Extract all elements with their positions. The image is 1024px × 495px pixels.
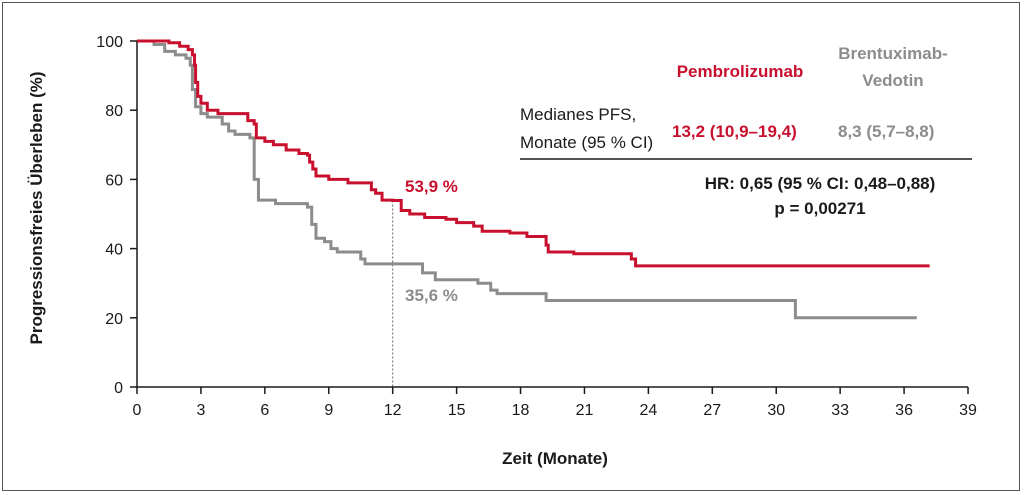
y-tick-label: 20 [105,311,123,328]
annotation-pembro-53-9: 53,9 % [405,177,458,196]
x-tick-label: 39 [959,402,977,419]
legend-pembro-median-value: 13,2 (10,9–19,4) [672,122,797,141]
x-tick-label: 21 [576,402,594,419]
annotation-brentux-35-6: 35,6 % [405,286,458,305]
legend-brentux-median-value: 8,3 (5,7–8,8) [838,122,934,141]
x-tick-label: 27 [703,402,721,419]
x-tick-label: 30 [767,402,785,419]
x-tick-label: 18 [512,402,530,419]
y-axis-title: Progressionsfreies Überleben (%) [27,71,46,344]
legend-pembrolizumab-title: Pembrolizumab [677,62,804,81]
x-tick-label: 33 [831,402,849,419]
legend-brentuximab-title-line2: Vedotin [862,71,923,90]
p-value-text: p = 0,00271 [774,199,865,218]
y-tick-label: 80 [105,103,123,120]
x-tick-label: 15 [448,402,466,419]
series-line-pembrolizumab [137,39,930,268]
x-axis-title: Zeit (Monate) [502,449,608,468]
x-tick-label: 36 [895,402,913,419]
legend-brentuximab-title-line1: Brentuximab- [838,44,948,63]
x-tick-label: 3 [196,402,205,419]
y-tick-label: 100 [96,34,123,51]
y-tick-label: 0 [114,380,123,397]
legend-row-label-line2: Monate (95 % CI) [520,133,653,152]
y-tick-label: 40 [105,242,123,259]
x-tick-label: 24 [639,402,657,419]
x-tick-label: 12 [384,402,402,419]
x-tick-label: 9 [324,402,333,419]
x-tick-label: 6 [260,402,269,419]
x-tick-label: 0 [133,402,142,419]
y-tick-label: 60 [105,172,123,189]
series-line-brentuximab [137,39,917,320]
legend-row-label-line1: Medianes PFS, [520,105,636,124]
hazard-ratio-text: HR: 0,65 (95 % CI: 0,48–0,88) [705,174,936,193]
